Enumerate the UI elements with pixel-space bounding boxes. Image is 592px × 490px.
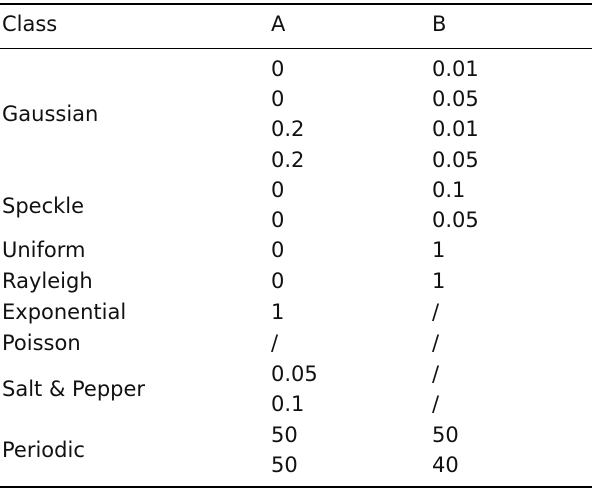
cell-a: 0.2 xyxy=(271,148,305,172)
cell-b: 0.1 xyxy=(432,178,466,202)
header-b: B xyxy=(432,12,447,36)
cell-b: / xyxy=(432,362,440,386)
cell-a: 0.1 xyxy=(271,392,305,416)
cell-a: 0 xyxy=(271,87,285,111)
table-header-rule xyxy=(0,48,592,49)
cell-a: 0 xyxy=(271,178,285,202)
cell-b: 0.01 xyxy=(432,57,479,81)
header-class: Class xyxy=(2,12,58,36)
cell-b: 0.05 xyxy=(432,87,479,111)
cell-b: / xyxy=(432,331,440,355)
class-exponential: Exponential xyxy=(2,300,127,324)
cell-a: 50 xyxy=(271,453,298,477)
class-poisson: Poisson xyxy=(2,331,81,355)
class-speckle: Speckle xyxy=(2,194,85,218)
cell-b: 0.01 xyxy=(432,117,479,141)
cell-b: 1 xyxy=(432,269,446,293)
cell-a: 0 xyxy=(271,208,285,232)
cell-a: 0.05 xyxy=(271,362,318,386)
cell-a: 1 xyxy=(271,300,285,324)
cell-b: / xyxy=(432,300,440,324)
cell-a: 0 xyxy=(271,57,285,81)
cell-b: / xyxy=(432,392,440,416)
table-top-rule xyxy=(0,3,592,5)
class-salt-pepper: Salt & Pepper xyxy=(2,377,146,401)
cell-a: / xyxy=(271,331,279,355)
header-a: A xyxy=(271,12,286,36)
cell-b: 40 xyxy=(432,453,459,477)
class-gaussian: Gaussian xyxy=(2,102,99,126)
cell-a: 50 xyxy=(271,423,298,447)
table-bottom-rule xyxy=(0,486,592,488)
cell-a: 0 xyxy=(271,238,285,262)
cell-b: 50 xyxy=(432,423,459,447)
cell-a: 0 xyxy=(271,269,285,293)
cell-b: 1 xyxy=(432,238,446,262)
class-rayleigh: Rayleigh xyxy=(2,269,93,293)
cell-b: 0.05 xyxy=(432,148,479,172)
cell-b: 0.05 xyxy=(432,208,479,232)
cell-a: 0.2 xyxy=(271,117,305,141)
class-periodic: Periodic xyxy=(2,438,85,462)
class-uniform: Uniform xyxy=(2,238,86,262)
